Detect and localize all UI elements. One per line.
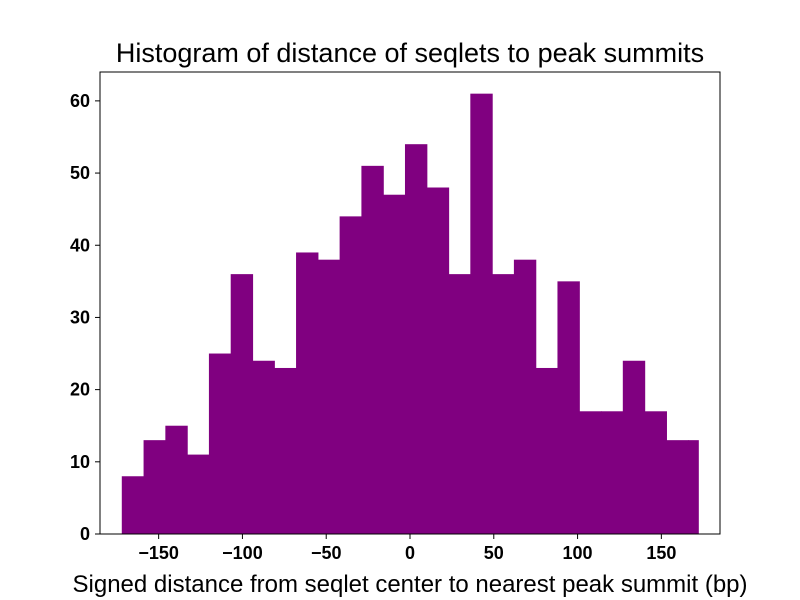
histogram-bar <box>208 353 232 534</box>
bars-group <box>121 93 699 534</box>
y-tick-label: 0 <box>80 524 90 544</box>
x-tick-label: 150 <box>646 543 676 563</box>
histogram-bar <box>426 187 450 534</box>
x-tick-label: −150 <box>138 543 179 563</box>
histogram-bar <box>230 274 254 534</box>
y-tick-label: 10 <box>70 452 90 472</box>
histogram-bar <box>688 440 699 534</box>
histogram-bar <box>296 252 319 534</box>
x-axis-label: Signed distance from seqlet center to ne… <box>73 571 748 598</box>
x-tick-label: −50 <box>311 543 342 563</box>
histogram-bar <box>339 216 363 534</box>
histogram-bar <box>361 165 384 534</box>
x-tick-label: 0 <box>405 543 415 563</box>
y-tick-label: 60 <box>70 91 90 111</box>
histogram-bar <box>535 367 559 534</box>
histogram-bar <box>404 144 428 534</box>
histogram-bar <box>187 454 210 534</box>
x-tick-label: 50 <box>484 543 504 563</box>
histogram-bar <box>513 259 537 534</box>
histogram-bar <box>622 360 646 534</box>
histogram-bar <box>601 411 624 534</box>
histogram-bar <box>121 476 145 534</box>
histogram-bar <box>470 93 493 534</box>
histogram-bar <box>579 411 602 534</box>
y-tick-label: 40 <box>70 235 90 255</box>
histogram-bar <box>492 274 515 534</box>
histogram-bar <box>274 367 297 534</box>
histogram-bar <box>317 259 341 534</box>
histogram-bar <box>165 425 188 534</box>
chart-title: Histogram of distance of seqlets to peak… <box>116 38 704 68</box>
x-axis: −150 −100 −50 0 50 100 150 <box>138 534 676 563</box>
histogram-bar <box>252 360 275 534</box>
y-axis: 0 10 20 30 40 50 60 <box>70 91 100 544</box>
histogram-bar <box>143 440 166 534</box>
histogram-bar <box>557 281 580 534</box>
histogram-bar <box>448 274 471 534</box>
x-tick-label: −100 <box>222 543 263 563</box>
y-tick-label: 30 <box>70 307 90 327</box>
x-tick-label: 100 <box>563 543 593 563</box>
histogram-bar <box>644 411 667 534</box>
y-tick-label: 20 <box>70 380 90 400</box>
y-tick-label: 50 <box>70 163 90 183</box>
histogram-bar <box>383 194 406 534</box>
histogram-bar <box>666 440 689 534</box>
